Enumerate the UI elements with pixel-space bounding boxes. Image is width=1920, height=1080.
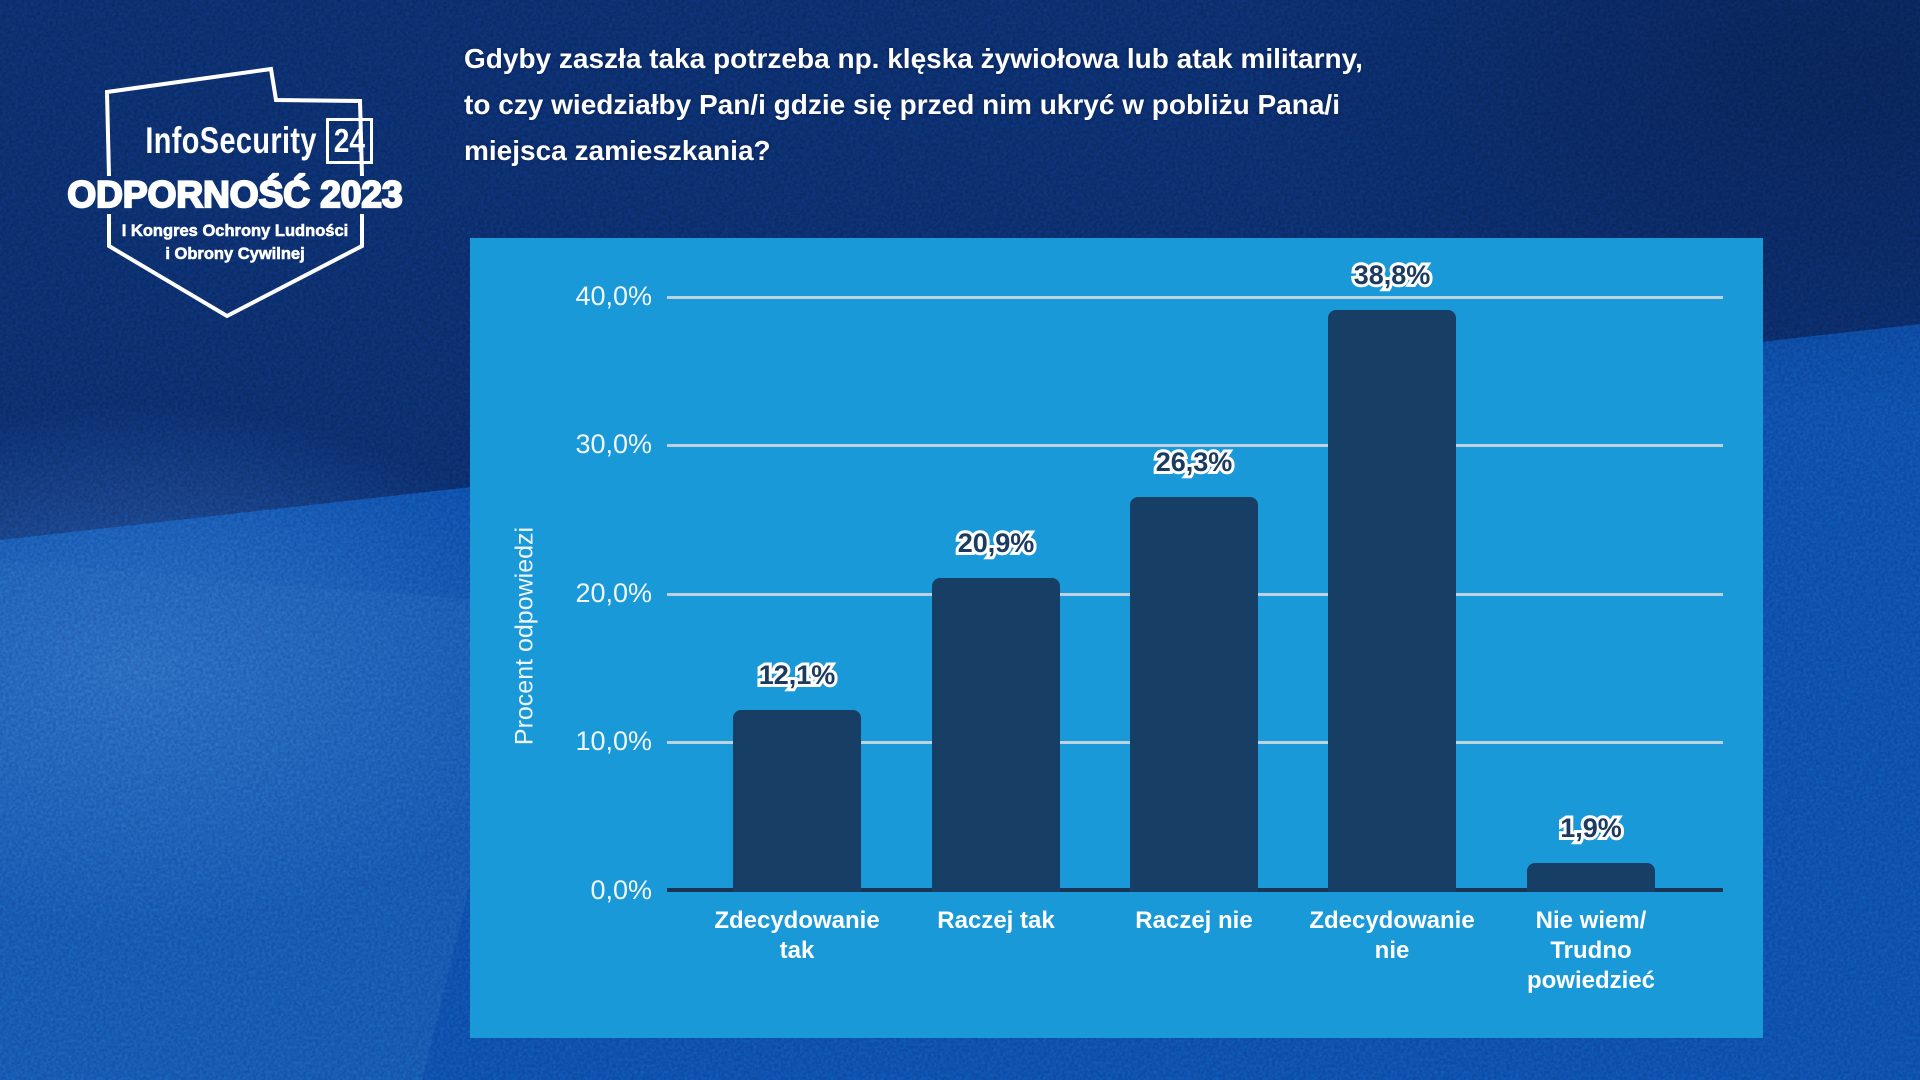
bar-value-label: 38,8% [1351, 257, 1434, 293]
brand-number: 24 [333, 122, 366, 159]
bar-value-label: 1,9% [1557, 810, 1625, 846]
bar-value-label: 26,3% [1153, 444, 1236, 480]
bar-raczej-tak [932, 578, 1060, 892]
bar-zdecydowanie-tak [733, 710, 861, 892]
bar-category-label: Raczej nie [1135, 907, 1253, 934]
bar-value-label: 20,9% [955, 525, 1038, 561]
y-axis-title: Procent odpowiedzi [510, 526, 539, 746]
bar-category-label: Zdecydowanie nie [1309, 907, 1475, 964]
y-tick-label: 40,0% [575, 281, 652, 311]
brand-name: InfoSecurity [145, 120, 317, 161]
gridline-30 [667, 444, 1723, 447]
bar-raczej-nie [1130, 497, 1258, 892]
bar-chart-panel: Procent odpowiedzi 40,0% 30,0% 20,0% 10,… [470, 238, 1763, 1038]
brand-row: InfoSecurity 24 [90, 116, 380, 166]
bar-category-label: Zdecydowanie tak [714, 907, 880, 964]
y-tick-label: 10,0% [575, 726, 652, 756]
y-tick-label: 20,0% [575, 578, 652, 608]
bar-value-label: 12,1% [756, 657, 839, 693]
event-logo: InfoSecurity 24 ODPORNOŚĆ 2023 I Kongres… [66, 50, 404, 340]
question-title: Gdyby zaszła taka potrzeba np. klęska ży… [464, 43, 1363, 166]
brand-number-badge: 24 [325, 118, 373, 164]
y-tick-label: 0,0% [590, 875, 652, 905]
y-tick-label: 30,0% [575, 429, 652, 459]
bar-zdecydowanie-nie [1328, 310, 1456, 892]
gridline-40 [667, 296, 1723, 299]
bar-category-label: Raczej tak [937, 907, 1055, 934]
event-subtitle: I Kongres Ochrony Ludności i Obrony Cywi… [121, 222, 349, 263]
bar-category-label: Nie wiem/ Trudno powiedzieć [1526, 907, 1656, 994]
event-title: ODPORNOŚĆ 2023 [66, 173, 403, 216]
bar-nie-wiem [1527, 863, 1655, 892]
shield-icon [104, 66, 364, 319]
